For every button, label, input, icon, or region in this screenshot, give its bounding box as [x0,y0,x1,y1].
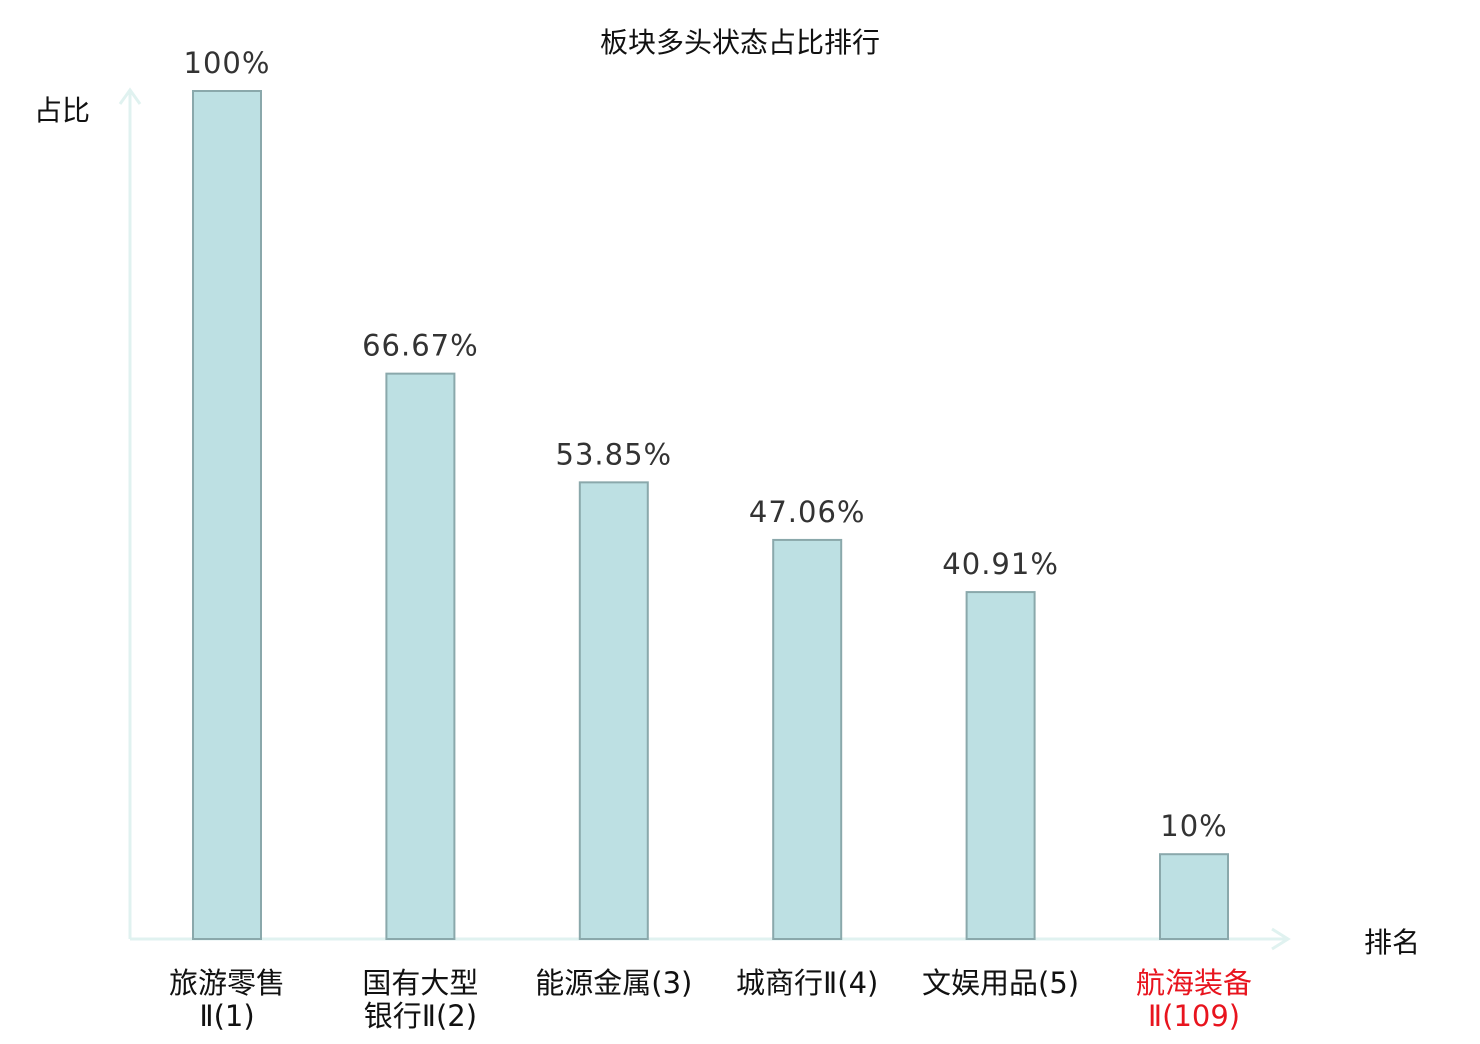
value-label-6: 10% [1160,809,1227,843]
value-label-1: 100% [184,46,271,80]
x-axis-arrow [1271,927,1291,951]
y-axis-arrow [118,87,142,105]
category-label-6-line-1: 航海装备 [1136,966,1252,1000]
bar-1 [192,90,262,940]
x-axis-label: 排名 [1364,926,1420,959]
chart-title: 板块多头状态占比排行 [600,26,880,59]
bar-2 [385,372,456,940]
category-label-2-line-1: 国有大型 [362,966,478,1000]
axes [118,87,1291,951]
category-label-6-line-2: Ⅱ(109) [1148,999,1240,1033]
bars-group [192,90,1229,941]
category-label-2-line-2: 银行Ⅱ(2) [364,999,477,1033]
category-label-4-line-1: 城商行Ⅱ(4) [736,966,878,1000]
category-label-3-line-1: 能源金属(3) [535,966,692,1000]
category-label-1-line-1: 旅游零售 [169,966,285,1000]
bar-6 [1159,853,1229,941]
bar-5 [965,591,1036,940]
category-label-1-line-2: Ⅱ(1) [199,999,254,1033]
value-labels-group: 100% 66.67% 53.85% 47.06% 40.91% 10% [184,46,1227,843]
y-axis-label: 占比 [34,94,90,127]
value-label-5: 40.91% [942,547,1059,581]
bar-3 [578,481,649,940]
value-label-3: 53.85% [556,437,673,471]
bar-4 [772,538,843,940]
category-label-5-line-1: 文娱用品(5) [922,966,1079,1000]
value-label-2: 66.67% [362,329,479,363]
value-label-4: 47.06% [749,495,866,529]
